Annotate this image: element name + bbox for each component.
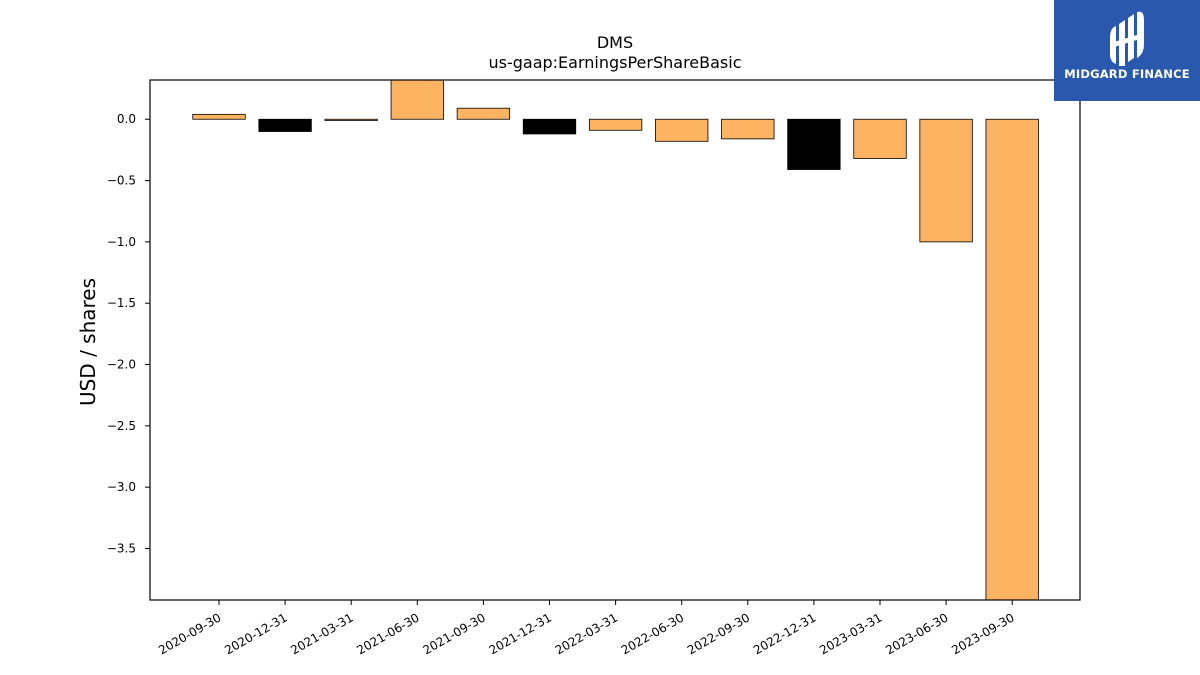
x-axis: 2020-09-302020-12-312021-03-312021-06-30… xyxy=(156,600,1017,657)
chart-title: DMS xyxy=(596,33,634,52)
x-tick-label: 2021-09-30 xyxy=(420,610,487,657)
bar-2021-12-31 xyxy=(522,118,577,135)
bar-2021-09-30 xyxy=(456,107,511,120)
x-tick-label: 2023-09-30 xyxy=(949,610,1016,657)
y-axis: 0.0 −0.5 −1.0 −1.5 −2.0 −2.5 −3.0 −3.5 xyxy=(107,112,150,555)
x-tick-label: 2020-12-31 xyxy=(222,610,289,657)
x-tick-label: 2022-03-31 xyxy=(553,610,620,657)
y-tick-label: −3.0 xyxy=(107,480,136,494)
y-tick-label: −1.5 xyxy=(107,296,136,310)
y-tick-label: −0.5 xyxy=(107,174,136,188)
x-tick-label: 2021-12-31 xyxy=(487,610,554,657)
bar-2022-03-31 xyxy=(588,118,643,131)
y-tick-label: −2.5 xyxy=(107,419,136,433)
bar-2020-09-30 xyxy=(192,113,246,120)
chart-subtitle: us-gaap:EarningsPerShareBasic xyxy=(488,53,742,72)
bar-2021-03-31 xyxy=(324,118,378,121)
x-tick-label: 2022-09-30 xyxy=(685,610,752,657)
bars-group xyxy=(192,79,1039,601)
plot-frame xyxy=(149,79,1081,601)
bar-2020-12-31 xyxy=(258,118,312,132)
bar-2023-06-30 xyxy=(919,118,973,243)
x-tick-label: 2021-06-30 xyxy=(354,610,421,657)
bar-2021-06-30 xyxy=(390,79,444,120)
x-tick-label: 2022-06-30 xyxy=(619,610,686,657)
midgard-logo-icon xyxy=(1110,11,1144,66)
brand-logo: MIDGARD FINANCE xyxy=(1054,0,1200,101)
x-tick-label: 2020-09-30 xyxy=(156,610,223,657)
y-tick-label: −2.0 xyxy=(107,358,136,372)
y-axis-label: USD / shares xyxy=(76,277,100,407)
y-tick-label: −3.5 xyxy=(107,541,136,555)
bar-2022-09-30 xyxy=(721,118,775,140)
x-tick-label: 2023-03-31 xyxy=(817,610,884,657)
x-tick-label: 2022-12-31 xyxy=(751,610,818,657)
bar-2023-09-30 xyxy=(985,118,1039,601)
bar-2022-06-30 xyxy=(655,118,709,142)
logo-text: MIDGARD FINANCE xyxy=(1064,67,1190,81)
x-tick-label: 2021-03-31 xyxy=(288,610,355,657)
y-tick-label: 0.0 xyxy=(117,112,136,126)
x-tick-label: 2023-06-30 xyxy=(883,610,950,657)
bar-2023-03-31 xyxy=(853,118,907,159)
y-tick-label: −1.0 xyxy=(107,235,136,249)
bar-2022-12-31 xyxy=(787,118,841,170)
